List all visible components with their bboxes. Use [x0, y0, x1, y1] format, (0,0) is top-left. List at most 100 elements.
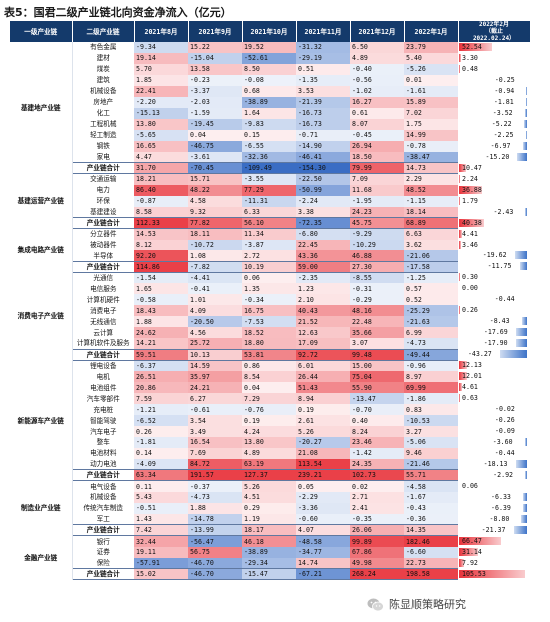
value-cell: -1.15	[404, 195, 458, 207]
bar-cell: 0.63	[458, 393, 530, 404]
value-cell: 9.46	[404, 447, 458, 459]
bar-cell: -19.62	[458, 250, 530, 261]
value-cell: -7.53	[242, 316, 296, 328]
watermark-text: 陈显顺策略研究	[389, 598, 466, 611]
positive-bar	[459, 558, 464, 567]
bar-cell: 40.38	[458, 218, 530, 229]
wechat-icon	[367, 597, 384, 612]
subchain-name: 充电桩	[93, 405, 114, 414]
subchain-name: 电池材料	[90, 449, 117, 458]
value-cell: 9.32	[188, 206, 242, 218]
bar-cell: -21.37	[458, 525, 530, 536]
value-cell: 8.24	[350, 426, 404, 437]
value-cell: 92.72	[296, 348, 350, 361]
value-cell: -4.73	[188, 491, 242, 503]
bar-label: 0.48	[462, 64, 478, 73]
value-cell: 63.19	[242, 458, 296, 470]
positive-bar	[459, 536, 501, 545]
subchain-name: 产业链合计	[72, 469, 134, 482]
value-cell: 77.82	[188, 217, 242, 230]
value-cell: 0.19	[296, 404, 350, 416]
bar-cell: 0.48	[458, 64, 530, 75]
value-cell: 14.99	[404, 129, 458, 141]
bar-label: 0.06	[462, 481, 478, 490]
bar-cell: -2.43	[458, 207, 530, 218]
value-cell: 18.14	[404, 206, 458, 218]
value-cell: -34.77	[296, 546, 350, 558]
value-cell: -6.60	[404, 546, 458, 558]
value-cell: -0.78	[404, 140, 458, 152]
subchain-name: 煤炭	[96, 65, 110, 74]
bar-cell: -0.09	[458, 426, 530, 437]
value-cell: 3.07	[350, 338, 404, 350]
value-cell: 0.61	[350, 107, 404, 119]
value-cell: 4.89	[242, 447, 296, 459]
value-cell: 22.45	[296, 239, 350, 251]
table-row: 无线通信 1.88 -20.50 -7.53 21.52 22.48 -21.63 -8.43	[10, 316, 530, 328]
northbound-flow-table: 一级产业链 二级产业链 2021年8月 2021年9月 2021年10月 2021年11月…	[10, 21, 531, 581]
bar-cell: 4.61	[458, 382, 530, 393]
negative-bar	[525, 207, 527, 216]
header-row: 一级产业链 二级产业链 2021年8月 2021年9月 2021年10月 2021年11月…	[10, 21, 531, 42]
subchain-name: 军工	[96, 515, 110, 524]
value-cell: 22.41	[134, 85, 188, 97]
bar-cell: 7.92	[458, 558, 530, 569]
bar-cell: 10.47	[458, 163, 530, 174]
value-cell: -15.04	[188, 52, 242, 64]
value-cell: 49.98	[350, 557, 404, 569]
value-cell: 53.81	[242, 348, 296, 361]
bar-cell: 105.53	[458, 569, 530, 580]
subchain-name: 建筑	[96, 76, 110, 85]
value-cell: 15.00	[350, 360, 404, 372]
value-cell: -1.61	[404, 85, 458, 97]
value-cell: -16.73	[296, 118, 350, 130]
subchain-name: 被动器件	[90, 240, 117, 249]
value-cell: 5.26	[242, 480, 296, 492]
bar-label: 36.88	[462, 185, 482, 194]
value-cell: 7.02	[404, 107, 458, 119]
value-cell: 2.10	[296, 294, 350, 306]
bar-cell: 31.14	[458, 547, 530, 558]
value-cell: 0.52	[404, 294, 458, 306]
value-cell: 182.46	[404, 535, 458, 547]
value-cell: 3.62	[404, 239, 458, 251]
value-cell: -16.73	[296, 107, 350, 119]
value-cell: -0.96	[404, 360, 458, 372]
value-cell: -46.70	[188, 557, 242, 569]
value-cell: -2.24	[296, 195, 350, 207]
value-cell: 0.05	[296, 480, 350, 492]
total-row: 产业链合计 112.33 77.82 56.10 -72.35 45.75 68.89 40.…	[10, 217, 530, 230]
header-col-7: 2022年1月	[404, 21, 459, 42]
bar-cell: 2.24	[458, 174, 530, 185]
value-cell: 14.21	[134, 338, 188, 350]
value-cell: -1.95	[350, 195, 404, 207]
bar-label: 12.13	[462, 361, 482, 370]
negative-bar	[524, 438, 527, 446]
value-cell: 8.50	[242, 63, 296, 75]
value-cell: 24.35	[350, 458, 404, 470]
subchain-name: 基建建设	[90, 207, 117, 216]
bar-cell: -2.92	[458, 470, 530, 481]
category-cell: 新能源车产业链	[10, 360, 73, 481]
header-col-3: 2021年9月	[188, 21, 243, 42]
table-row: 电机 26.51 35.97 8.54 26.44 75.04 8.97 12.01	[10, 371, 530, 383]
value-cell: -29.19	[296, 52, 350, 64]
bar-label: -5.22	[491, 119, 512, 128]
wechat-watermark: 陈显顺策略研究	[367, 596, 466, 612]
value-cell: 18.50	[350, 151, 404, 163]
value-cell: 77.29	[242, 184, 296, 196]
bar-cell: -6.39	[458, 503, 530, 514]
bar-label: -1.81	[493, 97, 514, 106]
bar-cell: -17.69	[458, 327, 530, 338]
value-cell: -46.75	[188, 140, 242, 152]
value-cell: 239.21	[296, 469, 350, 482]
value-cell: -38.89	[242, 546, 296, 558]
value-cell: 4.51	[242, 491, 296, 503]
value-cell: 2.41	[350, 502, 404, 514]
value-cell: -13.47	[350, 393, 404, 405]
value-cell: -5.06	[404, 437, 458, 448]
value-cell: 22.73	[404, 557, 458, 569]
table-row: 金融产业链 银行 32.44 -56.47 46.18 -48.58 99.89 182.46…	[10, 535, 530, 580]
table-row: 整车 -1.81 16.54 13.80 -20.27 23.46 -5.06 -3.60	[10, 437, 530, 448]
value-cell: 23.79	[404, 42, 458, 53]
